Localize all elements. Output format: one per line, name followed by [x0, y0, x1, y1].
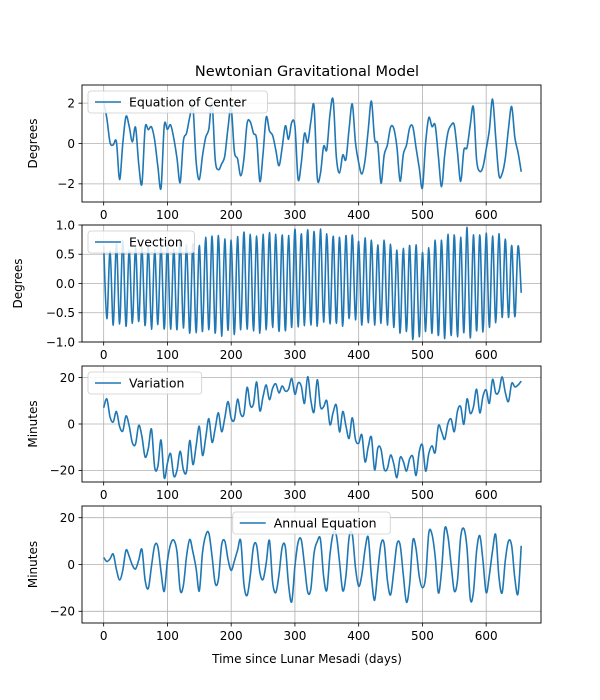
y-tick-label: 20	[60, 371, 75, 385]
x-tick-label: 400	[347, 488, 370, 502]
legend-box	[232, 511, 391, 535]
x-tick-label: 500	[411, 208, 434, 222]
x-tick-label: 200	[220, 629, 243, 643]
legend-box	[87, 230, 195, 254]
chart-title: Newtonian Gravitational Model	[195, 64, 419, 80]
x-tick-label: 0	[100, 348, 108, 362]
y-tick-label: −0.5	[46, 306, 75, 320]
x-tick-label: 300	[283, 348, 306, 362]
legend-box	[87, 90, 268, 114]
legend-box	[87, 371, 203, 395]
y-tick-label: 0.0	[56, 277, 75, 291]
y-axis-label: Degrees	[26, 119, 40, 169]
subplot-2: 0 100 200 300 400 500 600 1.0 0.5 0.0 −0.5 −1.0 Degr…	[11, 218, 542, 362]
x-tick-label: 200	[220, 208, 243, 222]
y-axis-label: Minutes	[26, 541, 40, 588]
y-tick-label: 20	[60, 511, 75, 525]
y-tick-label: 1.0	[56, 218, 75, 232]
legend: Annual Equation	[232, 511, 391, 535]
y-tick-label: 2	[67, 96, 75, 110]
x-tick-label: 300	[283, 629, 306, 643]
x-tick-label: 600	[475, 348, 498, 362]
x-tick-label: 600	[475, 488, 498, 502]
legend: Evection	[87, 230, 195, 254]
y-tick-label: 0	[67, 558, 75, 572]
x-tick-label: 100	[156, 629, 179, 643]
x-tick-label: 200	[220, 348, 243, 362]
x-tick-label: 0	[100, 629, 108, 643]
y-tick-label: 0	[67, 137, 75, 151]
subplot-1: 0 100 200 300 400 500 600 2 0 −2 Degrees Equation o…	[26, 84, 542, 222]
x-tick-label: 100	[156, 348, 179, 362]
x-tick-label: 100	[156, 488, 179, 502]
legend-label: Annual Equation	[274, 516, 377, 531]
legend-label: Equation of Center	[129, 95, 247, 110]
x-tick-label: 100	[156, 208, 179, 222]
legend-label: Evection	[129, 235, 183, 250]
x-tick-label: 600	[475, 629, 498, 643]
y-tick-label: −2	[57, 177, 75, 191]
series-line-1	[102, 97, 523, 191]
x-tick-label: 600	[475, 208, 498, 222]
x-tick-label: 200	[220, 488, 243, 502]
x-tick-label: 400	[347, 629, 370, 643]
y-tick-label: 0.5	[56, 248, 75, 262]
x-tick-label: 400	[347, 348, 370, 362]
y-tick-label: −20	[50, 464, 75, 478]
x-tick-label: 300	[283, 488, 306, 502]
x-tick-label: 0	[100, 208, 108, 222]
y-tick-label: 0	[67, 417, 75, 431]
series-line-4	[103, 526, 523, 604]
x-tick-label: 500	[411, 348, 434, 362]
y-tick-label: −1.0	[46, 335, 75, 349]
legend-label: Variation	[129, 376, 184, 391]
legend: Equation of Center	[87, 90, 268, 114]
x-tick-label: 0	[100, 488, 108, 502]
legend: Variation	[87, 371, 203, 395]
series-line-3	[102, 375, 522, 480]
subplot-3: 0 100 200 300 400 500 600200−20MinutesVariatio…	[26, 365, 542, 502]
x-tick-label: 500	[411, 629, 434, 643]
x-tick-label: 500	[411, 488, 434, 502]
x-axis-label: Time since Lunar Mesadi (days)	[211, 652, 402, 666]
series-line-2	[102, 226, 523, 341]
x-tick-label: 300	[283, 208, 306, 222]
y-axis-label: Degrees	[11, 259, 25, 309]
y-tick-label: −20	[50, 605, 75, 619]
x-tick-label: 400	[347, 208, 370, 222]
y-axis-label: Minutes	[26, 400, 40, 447]
